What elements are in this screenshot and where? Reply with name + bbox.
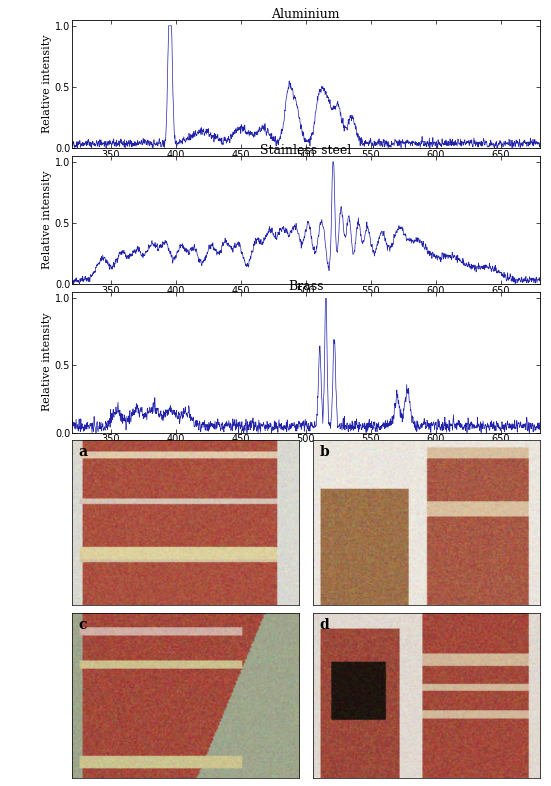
Title: Stainless steel: Stainless steel (260, 144, 352, 156)
Y-axis label: Relative intensity: Relative intensity (42, 35, 52, 134)
Y-axis label: Relative intensity: Relative intensity (42, 313, 52, 411)
Y-axis label: Relative intensity: Relative intensity (42, 171, 52, 270)
Text: d: d (320, 618, 329, 632)
Text: b: b (320, 445, 329, 459)
Title: Brass: Brass (288, 280, 323, 292)
Text: Wavelength, nm: Wavelength, nm (450, 458, 540, 468)
Text: Wavelength, nm: Wavelength, nm (450, 307, 540, 318)
Text: Wavelength, nm: Wavelength, nm (450, 171, 540, 182)
Text: a: a (78, 445, 88, 459)
Title: Aluminium: Aluminium (272, 8, 340, 20)
Text: c: c (78, 618, 87, 632)
